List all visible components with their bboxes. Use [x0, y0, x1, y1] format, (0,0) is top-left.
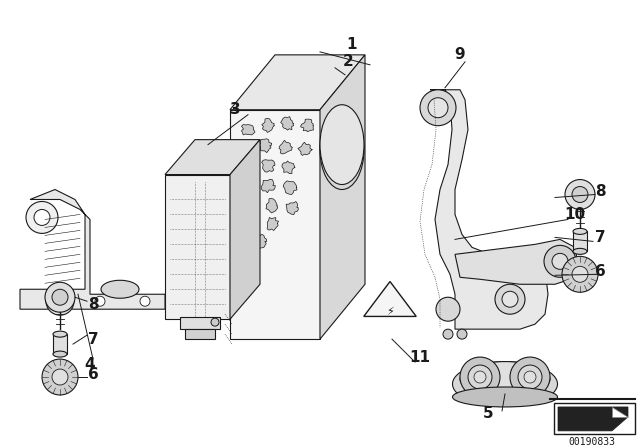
Polygon shape: [230, 110, 320, 339]
Circle shape: [572, 266, 588, 282]
Circle shape: [52, 289, 68, 305]
Text: 3: 3: [230, 102, 240, 117]
Circle shape: [552, 254, 568, 269]
Polygon shape: [262, 118, 275, 133]
Text: ⚡: ⚡: [386, 307, 394, 317]
Circle shape: [34, 210, 50, 225]
Circle shape: [42, 359, 78, 395]
Circle shape: [572, 186, 588, 202]
Polygon shape: [301, 119, 314, 132]
Circle shape: [443, 329, 453, 339]
Circle shape: [502, 291, 518, 307]
Circle shape: [53, 294, 67, 308]
Ellipse shape: [320, 105, 364, 185]
Polygon shape: [430, 90, 548, 329]
Circle shape: [52, 369, 68, 385]
Text: 8: 8: [88, 297, 99, 312]
Circle shape: [45, 282, 75, 312]
Text: 11: 11: [410, 349, 431, 365]
Circle shape: [565, 180, 595, 210]
Text: 9: 9: [454, 47, 465, 62]
Circle shape: [428, 98, 448, 118]
Polygon shape: [230, 140, 260, 319]
Polygon shape: [239, 141, 252, 154]
Circle shape: [211, 318, 219, 326]
Circle shape: [562, 256, 598, 292]
Polygon shape: [554, 403, 635, 434]
Polygon shape: [573, 232, 587, 251]
Polygon shape: [165, 175, 230, 319]
Text: 7: 7: [595, 230, 605, 245]
Ellipse shape: [452, 362, 557, 406]
Circle shape: [420, 90, 456, 126]
Polygon shape: [53, 334, 67, 354]
Circle shape: [518, 365, 542, 389]
Circle shape: [468, 365, 492, 389]
Polygon shape: [286, 202, 298, 215]
Polygon shape: [246, 200, 259, 211]
Polygon shape: [261, 179, 275, 193]
Ellipse shape: [573, 228, 587, 234]
Ellipse shape: [53, 331, 67, 337]
Circle shape: [544, 246, 576, 277]
Polygon shape: [253, 234, 267, 248]
Circle shape: [524, 371, 536, 383]
Polygon shape: [241, 125, 255, 135]
Circle shape: [495, 284, 525, 314]
Polygon shape: [298, 142, 312, 155]
Circle shape: [46, 287, 74, 315]
Polygon shape: [281, 116, 294, 130]
Circle shape: [95, 296, 105, 306]
Text: 6: 6: [88, 366, 99, 382]
Circle shape: [474, 371, 486, 383]
Text: 10: 10: [564, 207, 586, 222]
Polygon shape: [267, 217, 278, 231]
Text: 5: 5: [483, 406, 493, 422]
Ellipse shape: [53, 351, 67, 357]
Ellipse shape: [320, 110, 364, 190]
Text: 6: 6: [595, 264, 605, 279]
Polygon shape: [364, 281, 416, 316]
Ellipse shape: [101, 280, 139, 298]
Text: 1: 1: [347, 37, 357, 52]
Text: 4: 4: [84, 357, 95, 371]
Polygon shape: [260, 139, 272, 153]
Circle shape: [436, 297, 460, 321]
Ellipse shape: [452, 387, 557, 407]
Circle shape: [460, 357, 500, 397]
Polygon shape: [262, 160, 275, 172]
Polygon shape: [612, 407, 628, 417]
Polygon shape: [266, 198, 278, 213]
Polygon shape: [165, 140, 260, 175]
Ellipse shape: [460, 362, 550, 396]
Circle shape: [457, 329, 467, 339]
Ellipse shape: [573, 248, 587, 254]
Text: 8: 8: [595, 184, 605, 199]
Polygon shape: [20, 190, 165, 309]
Polygon shape: [455, 239, 578, 284]
Text: 7: 7: [88, 332, 99, 347]
Polygon shape: [320, 55, 365, 339]
Polygon shape: [185, 329, 215, 339]
Polygon shape: [230, 55, 365, 110]
Polygon shape: [283, 181, 297, 194]
Polygon shape: [241, 161, 255, 175]
Polygon shape: [241, 181, 255, 194]
Polygon shape: [558, 407, 628, 431]
Circle shape: [26, 202, 58, 233]
Circle shape: [140, 296, 150, 306]
Polygon shape: [279, 140, 292, 154]
Polygon shape: [282, 161, 295, 174]
Text: 00190833: 00190833: [568, 437, 616, 447]
Text: 2: 2: [342, 54, 353, 69]
Circle shape: [510, 357, 550, 397]
Polygon shape: [180, 317, 220, 329]
Polygon shape: [246, 217, 259, 230]
